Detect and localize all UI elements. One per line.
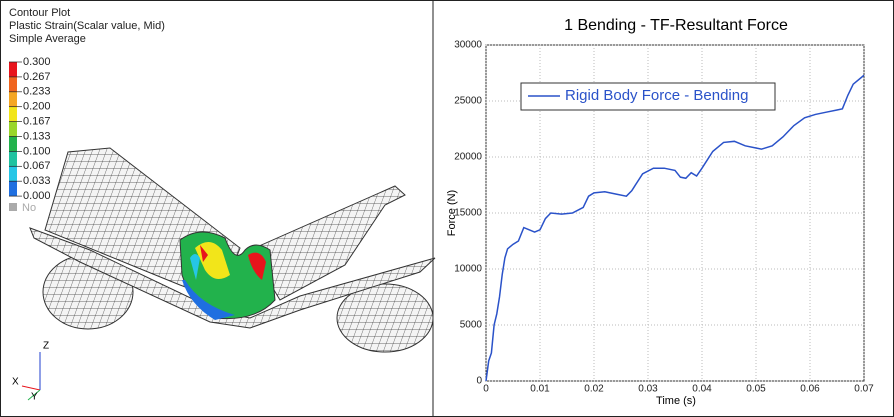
contour-title: Contour Plot	[9, 7, 70, 19]
strain-zone	[200, 245, 208, 262]
x-tick-label: 0.01	[530, 384, 550, 395]
x-tick-label: 0.05	[746, 384, 766, 395]
x-axis-label: Time (s)	[656, 395, 696, 407]
triad-x: X	[12, 377, 19, 388]
legend-level: 0.100	[23, 145, 51, 157]
model	[29, 147, 436, 353]
contour-averaging: Simple Average	[9, 33, 86, 45]
strain-zone	[248, 252, 266, 280]
y-tick-label: 10000	[454, 264, 482, 275]
no-result-swatch	[9, 203, 17, 211]
x-tick-label: 0.06	[800, 384, 820, 395]
triad-z: Z	[43, 341, 49, 352]
legend-level: 0.067	[23, 160, 51, 172]
legend-swatch	[9, 62, 17, 77]
x-axis	[21, 385, 41, 391]
legend-level: 0.200	[23, 101, 51, 113]
legend-level: 0.300	[23, 56, 51, 68]
x-tick-label: 0	[483, 384, 489, 395]
legend-level: 0.167	[23, 116, 51, 128]
legend-level: 0.267	[23, 71, 51, 83]
y-tick-label: 30000	[454, 40, 482, 51]
legend-swatch	[9, 76, 17, 92]
chart-title: 1 Bending - TF-Resultant Force	[564, 17, 788, 34]
legend-level: 0.000	[23, 190, 51, 202]
legend-swatch	[9, 106, 17, 122]
x-tick-label: 0.02	[584, 384, 604, 395]
strain-zone	[190, 254, 200, 280]
y-tick-label: 20000	[454, 152, 482, 163]
channel-right	[249, 185, 406, 301]
data-line	[485, 74, 865, 382]
triad-y: Y	[31, 392, 38, 403]
legend-swatch	[9, 166, 17, 182]
x-tick-label: 0.03	[638, 384, 658, 395]
legend-label: Rigid Body Force - Bending	[565, 87, 748, 104]
y-axis-label: Force (N)	[446, 190, 458, 236]
y-tick-label: 25000	[454, 96, 482, 107]
legend-level: 0.233	[23, 86, 51, 98]
legend-swatch	[9, 181, 17, 197]
y-tick-label: 5000	[460, 320, 483, 331]
triad: Z X Y	[12, 341, 49, 403]
y-axis	[27, 389, 41, 401]
legend-swatch	[9, 151, 17, 167]
strain-zone	[182, 280, 235, 320]
legend-box	[520, 82, 776, 111]
legend-swatch	[9, 121, 17, 137]
y-tick-label: 15000	[454, 208, 482, 219]
x-tick-label: 0.04	[692, 384, 712, 395]
legend-swatch	[9, 91, 17, 107]
legend-level: 0.133	[23, 130, 51, 142]
roller	[336, 283, 434, 353]
x-tick-label: 0.07	[854, 384, 874, 395]
no-result-label: No	[22, 202, 36, 214]
contour-subtitle: Plastic Strain(Scalar value, Mid)	[9, 20, 165, 32]
legend-level: 0.033	[23, 175, 51, 187]
legend-swatch	[9, 136, 17, 152]
y-tick-label: 0	[476, 376, 482, 387]
